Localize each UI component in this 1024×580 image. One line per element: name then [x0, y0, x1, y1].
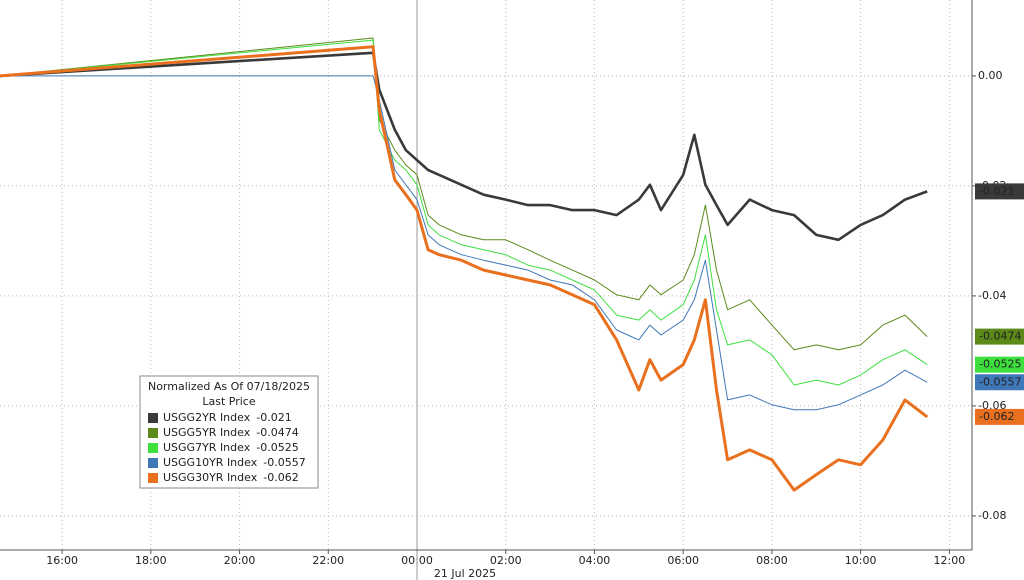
x-tick-label: 08:00	[756, 554, 788, 567]
legend-value: -0.021	[256, 411, 291, 424]
series-line	[0, 39, 928, 386]
last-value-label: -0.0557	[979, 375, 1021, 388]
y-tick-label: -0.08	[978, 509, 1006, 522]
legend-name: USGG10YR Index	[163, 456, 258, 469]
legend-swatch	[148, 473, 158, 483]
x-tick-label: 06:00	[667, 554, 699, 567]
x-tick-label: 10:00	[845, 554, 877, 567]
legend-subtitle: Last Price	[202, 395, 255, 408]
y-tick-label: 0.00	[978, 69, 1003, 82]
last-value-label: -0.021	[979, 184, 1014, 197]
legend-label: USGG10YR Index -0.0557	[163, 456, 306, 469]
legend-value: -0.0557	[263, 456, 305, 469]
x-tick-label: 12:00	[934, 554, 966, 567]
y-tick-label: -0.04	[978, 289, 1006, 302]
legend: Normalized As Of 07/18/2025 Last Price USG…	[139, 375, 319, 489]
x-tick-label: 16:00	[46, 554, 78, 567]
legend-label: USGG7YR Index -0.0525	[163, 441, 299, 454]
legend-swatch	[148, 428, 158, 438]
last-value-label: -0.0525	[979, 358, 1021, 371]
last-value-label: -0.062	[979, 410, 1014, 423]
legend-value: -0.062	[263, 471, 298, 484]
legend-swatch	[148, 443, 158, 453]
last-value-label: -0.0474	[979, 330, 1021, 343]
legend-name: USGG2YR Index	[163, 411, 251, 424]
last-value-tag	[975, 183, 1024, 200]
date-label: 21 Jul 2025	[434, 567, 496, 580]
last-value-tag	[975, 374, 1024, 391]
x-tick-label: 20:00	[224, 554, 256, 567]
x-tick-label: 22:00	[312, 554, 344, 567]
legend-label: USGG30YR Index -0.062	[163, 471, 299, 484]
legend-label: USGG2YR Index -0.021	[163, 411, 292, 424]
series-line	[0, 51, 928, 242]
last-value-tag	[975, 328, 1024, 345]
legend-name: USGG7YR Index	[163, 441, 251, 454]
legend-label: USGG5YR Index -0.0474	[163, 426, 299, 439]
legend-swatch	[148, 413, 158, 423]
legend-swatch	[148, 458, 158, 468]
series-line	[0, 37, 928, 351]
legend-value: -0.0474	[256, 426, 298, 439]
series-line	[0, 75, 928, 411]
x-tick-label: 04:00	[579, 554, 611, 567]
legend-name: USGG5YR Index	[163, 426, 251, 439]
legend-box	[139, 375, 319, 489]
legend-name: USGG30YR Index	[163, 471, 258, 484]
last-value-tag	[975, 356, 1024, 373]
x-tick-label: 18:00	[135, 554, 167, 567]
legend-value: -0.0525	[256, 441, 298, 454]
series-line	[0, 45, 929, 492]
legend-title: Normalized As Of 07/18/2025	[148, 380, 310, 393]
last-value-tag	[975, 408, 1024, 425]
x-tick-label: 02:00	[490, 554, 522, 567]
y-tick-label: -0.06	[978, 399, 1006, 412]
